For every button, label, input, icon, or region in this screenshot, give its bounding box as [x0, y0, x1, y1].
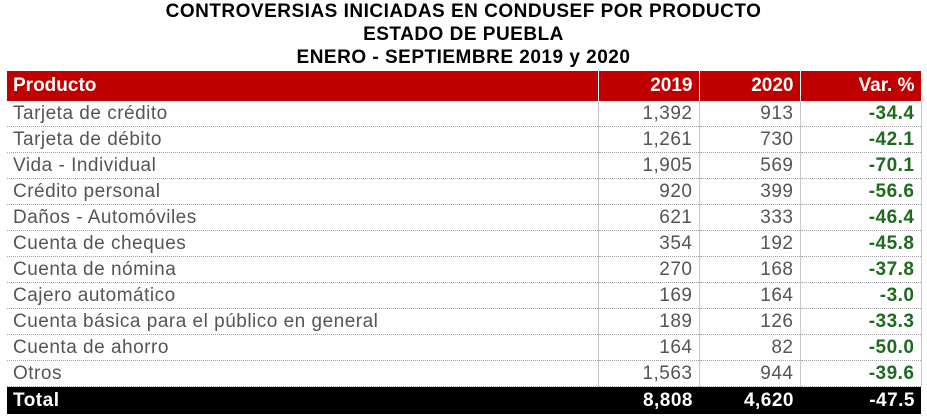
cell-2019: 354 [598, 230, 700, 257]
cell-var: -56.6 [800, 178, 922, 205]
table-row: Cuenta básica para el público en general… [7, 308, 922, 335]
table-row: Vida - Individual 1,905 569 -70.1 [7, 152, 922, 179]
cell-producto: Cuenta de ahorro [7, 334, 599, 361]
cell-2019: 1,261 [598, 126, 700, 153]
table-row: Cuenta de nómina 270 168 -37.8 [7, 256, 922, 283]
header-var: Var. % [800, 71, 922, 101]
table-header-row: Producto 2019 2020 Var. % [7, 71, 922, 101]
cell-2019: 1,563 [598, 360, 700, 387]
cell-2019: 1,392 [598, 101, 700, 127]
cell-producto: Cuenta básica para el público en general [7, 308, 599, 335]
cell-producto: Cuenta de cheques [7, 230, 599, 257]
cell-2019: 270 [598, 256, 700, 283]
cell-2020: 569 [699, 152, 801, 179]
cell-2020: 168 [699, 256, 801, 283]
cell-var: -45.8 [800, 230, 922, 257]
header-producto: Producto [7, 71, 599, 101]
cell-2019: 164 [598, 334, 700, 361]
total-2019: 8,808 [598, 386, 699, 414]
cell-var: -42.1 [800, 126, 922, 153]
cell-2020: 126 [699, 308, 801, 335]
cell-producto: Crédito personal [7, 178, 599, 205]
cell-2020: 82 [699, 334, 801, 361]
table-row: Cajero automático 169 164 -3.0 [7, 282, 922, 309]
cell-2020: 333 [699, 204, 801, 231]
cell-var: -39.6 [800, 360, 922, 387]
cell-var: -70.1 [800, 152, 922, 179]
cell-2019: 189 [598, 308, 700, 335]
cell-producto: Cajero automático [7, 282, 599, 309]
title-line-2: ESTADO DE PUEBLA [363, 24, 564, 45]
cell-var: -3.0 [800, 282, 922, 309]
controversias-table: Producto 2019 2020 Var. % Tarjeta de cré… [7, 71, 922, 414]
table-row: Cuenta de cheques 354 192 -45.8 [7, 230, 922, 257]
cell-var: -50.0 [800, 334, 922, 361]
title-line-1: CONTROVERSIAS INICIADAS EN CONDUSEF POR … [165, 1, 762, 22]
table-row: Tarjeta de débito 1,261 730 -42.1 [7, 126, 922, 153]
cell-producto: Tarjeta de débito [7, 126, 599, 153]
table-row: Cuenta de ahorro 164 82 -50.0 [7, 334, 922, 361]
table-row: Crédito personal 920 399 -56.6 [7, 178, 922, 205]
table-row: Daños - Automóviles 621 333 -46.4 [7, 204, 922, 231]
cell-2019: 1,905 [598, 152, 700, 179]
report-title: CONTROVERSIAS INICIADAS EN CONDUSEF POR … [0, 0, 927, 69]
header-2019: 2019 [598, 71, 700, 101]
total-row: Total 8,808 4,620 -47.5 [7, 386, 921, 414]
cell-2019: 920 [598, 178, 700, 205]
header-2020: 2020 [699, 71, 801, 101]
cell-2020: 164 [699, 282, 801, 309]
cell-2019: 169 [598, 282, 700, 309]
cell-producto: Tarjeta de crédito [7, 101, 599, 127]
cell-2020: 944 [699, 360, 801, 387]
total-2020: 4,620 [699, 386, 800, 414]
cell-producto: Cuenta de nómina [7, 256, 599, 283]
total-var: -47.5 [800, 386, 921, 414]
cell-var: -46.4 [800, 204, 922, 231]
cell-producto: Vida - Individual [7, 152, 599, 179]
cell-2020: 399 [699, 178, 801, 205]
cell-2020: 730 [699, 126, 801, 153]
cell-producto: Daños - Automóviles [7, 204, 599, 231]
total-label: Total [7, 386, 598, 414]
table-row: Otros 1,563 944 -39.6 [7, 360, 922, 387]
cell-2019: 621 [598, 204, 700, 231]
cell-producto: Otros [7, 360, 599, 387]
table-row: Tarjeta de crédito 1,392 913 -34.4 [7, 101, 922, 127]
cell-var: -33.3 [800, 308, 922, 335]
cell-var: -34.4 [800, 101, 922, 127]
cell-var: -37.8 [800, 256, 922, 283]
cell-2020: 192 [699, 230, 801, 257]
title-line-3: ENERO - SEPTIEMBRE 2019 y 2020 [296, 47, 631, 68]
cell-2020: 913 [699, 101, 801, 127]
